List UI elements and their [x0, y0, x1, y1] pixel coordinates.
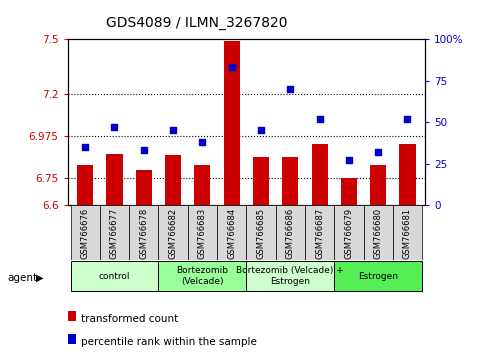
Text: GSM766684: GSM766684 [227, 208, 236, 259]
FancyBboxPatch shape [393, 205, 422, 260]
Text: GSM766677: GSM766677 [110, 208, 119, 259]
Point [286, 86, 294, 92]
Bar [224, 41, 240, 205]
Text: percentile rank within the sample: percentile rank within the sample [81, 337, 257, 347]
Text: GSM766681: GSM766681 [403, 208, 412, 259]
Bar [399, 144, 415, 205]
Text: GSM766686: GSM766686 [286, 208, 295, 259]
Text: GSM766682: GSM766682 [169, 208, 178, 259]
Bar [253, 157, 269, 205]
Point [374, 149, 382, 155]
FancyBboxPatch shape [217, 205, 246, 260]
Bar [341, 178, 357, 205]
Point [316, 116, 324, 122]
Text: GSM766683: GSM766683 [198, 208, 207, 259]
Text: control: control [99, 272, 130, 281]
Point [199, 139, 206, 145]
FancyBboxPatch shape [71, 205, 100, 260]
FancyBboxPatch shape [305, 205, 334, 260]
Text: GDS4089 / ILMN_3267820: GDS4089 / ILMN_3267820 [106, 16, 288, 30]
Bar [77, 165, 93, 205]
FancyBboxPatch shape [246, 205, 276, 260]
Point [257, 128, 265, 133]
Point [140, 148, 148, 153]
FancyBboxPatch shape [276, 205, 305, 260]
FancyBboxPatch shape [246, 261, 334, 291]
FancyBboxPatch shape [129, 205, 158, 260]
Bar [312, 144, 327, 205]
Point [111, 124, 118, 130]
Text: GSM766687: GSM766687 [315, 208, 324, 259]
Text: transformed count: transformed count [81, 314, 178, 324]
Text: agent: agent [7, 273, 37, 283]
Text: GSM766678: GSM766678 [139, 208, 148, 259]
Point [228, 64, 236, 70]
FancyBboxPatch shape [188, 205, 217, 260]
Point [81, 144, 89, 150]
FancyBboxPatch shape [71, 261, 158, 291]
Bar [165, 155, 181, 205]
Point [169, 128, 177, 133]
Text: GSM766679: GSM766679 [344, 208, 354, 259]
Text: ▶: ▶ [36, 273, 44, 283]
FancyBboxPatch shape [158, 261, 246, 291]
Text: GSM766680: GSM766680 [374, 208, 383, 259]
Point [345, 158, 353, 163]
Bar [282, 157, 298, 205]
Text: Bortezomib
(Velcade): Bortezomib (Velcade) [176, 267, 228, 286]
Text: GSM766685: GSM766685 [256, 208, 266, 259]
FancyBboxPatch shape [100, 205, 129, 260]
FancyBboxPatch shape [158, 205, 188, 260]
FancyBboxPatch shape [334, 261, 422, 291]
FancyBboxPatch shape [334, 205, 364, 260]
Text: Bortezomib (Velcade) +
Estrogen: Bortezomib (Velcade) + Estrogen [236, 267, 344, 286]
Bar [370, 165, 386, 205]
Bar [194, 165, 211, 205]
Text: Estrogen: Estrogen [358, 272, 398, 281]
Bar [106, 154, 123, 205]
Bar [136, 170, 152, 205]
Text: GSM766676: GSM766676 [81, 208, 90, 259]
Point [404, 116, 412, 122]
FancyBboxPatch shape [364, 205, 393, 260]
